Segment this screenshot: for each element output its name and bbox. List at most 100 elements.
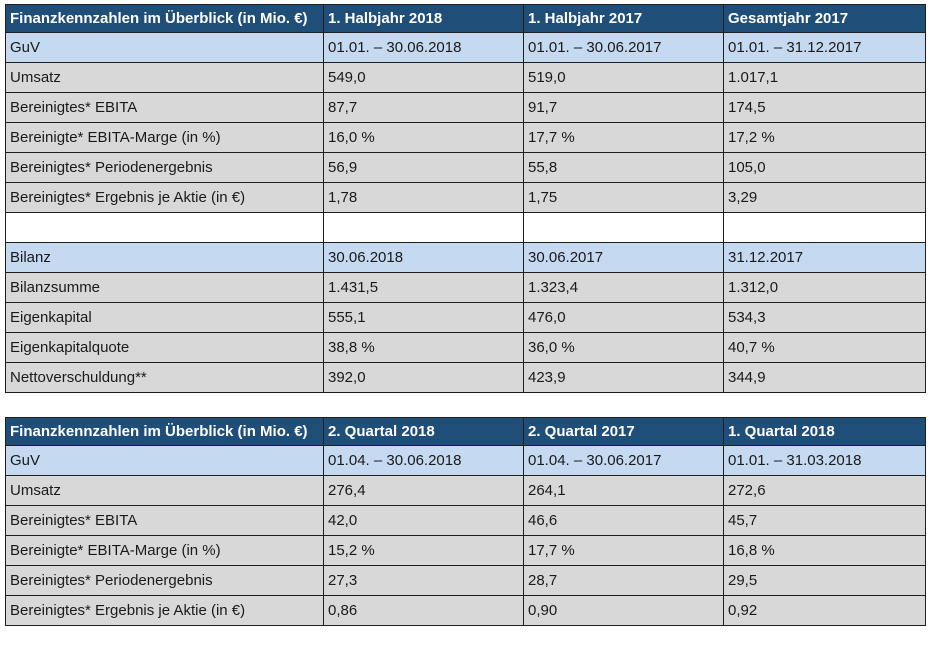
- value-cell: 1.431,5: [323, 272, 524, 303]
- header-cell: Gesamtjahr 2017: [723, 4, 926, 33]
- table-row: Bereinigte* EBITA-Marge (in %) 16,0 % 17…: [5, 122, 926, 153]
- header-cell: 2. Quartal 2018: [323, 417, 524, 446]
- value-cell: 45,7: [723, 505, 926, 536]
- value-cell: 87,7: [323, 92, 524, 123]
- value-cell: 476,0: [523, 302, 724, 333]
- row-label: Bereinigtes* Periodenergebnis: [5, 152, 324, 183]
- table-row: Bilanzsumme 1.431,5 1.323,4 1.312,0: [5, 272, 926, 303]
- header-cell: 1. Quartal 2018: [723, 417, 926, 446]
- value-cell: 56,9: [323, 152, 524, 183]
- value-cell: 38,8 %: [323, 332, 524, 363]
- table-header-row: Finanzkennzahlen im Überblick (in Mio. €…: [5, 4, 926, 33]
- value-cell: 0,92: [723, 595, 926, 626]
- table-row: Eigenkapitalquote 38,8 % 36,0 % 40,7 %: [5, 332, 926, 363]
- section-label: Bilanz: [5, 242, 324, 273]
- table-row: Bereinigtes* Ergebnis je Aktie (in €) 0,…: [5, 595, 926, 626]
- section-label: GuV: [5, 445, 324, 476]
- row-label: Bereinigtes* Ergebnis je Aktie (in €): [5, 595, 324, 626]
- empty-cell: [723, 212, 926, 243]
- value-cell: 17,7 %: [523, 535, 724, 566]
- table-header-row: Finanzkennzahlen im Überblick (in Mio. €…: [5, 417, 926, 446]
- header-cell: 1. Halbjahr 2017: [523, 4, 724, 33]
- value-cell: 174,5: [723, 92, 926, 123]
- value-cell: 1.312,0: [723, 272, 926, 303]
- date-cell: 30.06.2018: [323, 242, 524, 273]
- period-cell: 01.04. – 30.06.2018: [323, 445, 524, 476]
- value-cell: 15,2 %: [323, 535, 524, 566]
- empty-cell: [523, 212, 724, 243]
- value-cell: 344,9: [723, 362, 926, 393]
- row-label: Bereinigte* EBITA-Marge (in %): [5, 535, 324, 566]
- value-cell: 272,6: [723, 475, 926, 506]
- value-cell: 392,0: [323, 362, 524, 393]
- row-label: Eigenkapital: [5, 302, 324, 333]
- header-cell: Finanzkennzahlen im Überblick (in Mio. €…: [5, 4, 324, 33]
- value-cell: 276,4: [323, 475, 524, 506]
- date-cell: 31.12.2017: [723, 242, 926, 273]
- period-cell: 01.04. – 30.06.2017: [523, 445, 724, 476]
- spacer-row: [5, 212, 926, 243]
- value-cell: 17,7 %: [523, 122, 724, 153]
- row-label: Bereinigtes* EBITA: [5, 505, 324, 536]
- table-row: Bereinigtes* Periodenergebnis 56,9 55,8 …: [5, 152, 926, 183]
- row-label: Umsatz: [5, 62, 324, 93]
- header-cell: 2. Quartal 2017: [523, 417, 724, 446]
- section-row-bilanz: Bilanz 30.06.2018 30.06.2017 31.12.2017: [5, 242, 926, 273]
- section-label: GuV: [5, 32, 324, 63]
- row-label: Bereinigtes* EBITA: [5, 92, 324, 123]
- row-label: Bereinigtes* Periodenergebnis: [5, 565, 324, 596]
- value-cell: 105,0: [723, 152, 926, 183]
- header-cell: Finanzkennzahlen im Überblick (in Mio. €…: [5, 417, 324, 446]
- value-cell: 16,0 %: [323, 122, 524, 153]
- value-cell: 549,0: [323, 62, 524, 93]
- table-row: Bereinigtes* Ergebnis je Aktie (in €) 1,…: [5, 182, 926, 213]
- value-cell: 555,1: [323, 302, 524, 333]
- value-cell: 519,0: [523, 62, 724, 93]
- value-cell: 534,3: [723, 302, 926, 333]
- value-cell: 28,7: [523, 565, 724, 596]
- value-cell: 1.017,1: [723, 62, 926, 93]
- row-label: Umsatz: [5, 475, 324, 506]
- period-cell: 01.01. – 31.12.2017: [723, 32, 926, 63]
- table-row: Eigenkapital 555,1 476,0 534,3: [5, 302, 926, 333]
- period-cell: 01.01. – 31.03.2018: [723, 445, 926, 476]
- header-cell: 1. Halbjahr 2018: [323, 4, 524, 33]
- date-cell: 30.06.2017: [523, 242, 724, 273]
- financial-table-quarter: Finanzkennzahlen im Überblick (in Mio. €…: [5, 417, 926, 626]
- value-cell: 29,5: [723, 565, 926, 596]
- table-row: Bereinigtes* Periodenergebnis 27,3 28,7 …: [5, 565, 926, 596]
- row-label: Eigenkapitalquote: [5, 332, 324, 363]
- section-row-guv: GuV 01.04. – 30.06.2018 01.04. – 30.06.2…: [5, 445, 926, 476]
- section-row-guv: GuV 01.01. – 30.06.2018 01.01. – 30.06.2…: [5, 32, 926, 63]
- row-label: Bereinigtes* Ergebnis je Aktie (in €): [5, 182, 324, 213]
- value-cell: 16,8 %: [723, 535, 926, 566]
- value-cell: 27,3: [323, 565, 524, 596]
- value-cell: 264,1: [523, 475, 724, 506]
- value-cell: 55,8: [523, 152, 724, 183]
- empty-cell: [5, 212, 324, 243]
- value-cell: 0,90: [523, 595, 724, 626]
- period-cell: 01.01. – 30.06.2018: [323, 32, 524, 63]
- value-cell: 3,29: [723, 182, 926, 213]
- row-label: Bilanzsumme: [5, 272, 324, 303]
- table-row: Bereinigtes* EBITA 42,0 46,6 45,7: [5, 505, 926, 536]
- row-label: Bereinigte* EBITA-Marge (in %): [5, 122, 324, 153]
- value-cell: 0,86: [323, 595, 524, 626]
- financial-table-half-year: Finanzkennzahlen im Überblick (in Mio. €…: [5, 4, 926, 393]
- table-row: Umsatz 549,0 519,0 1.017,1: [5, 62, 926, 93]
- value-cell: 36,0 %: [523, 332, 724, 363]
- table-row: Nettoverschuldung** 392,0 423,9 344,9: [5, 362, 926, 393]
- value-cell: 1.323,4: [523, 272, 724, 303]
- value-cell: 42,0: [323, 505, 524, 536]
- value-cell: 1,78: [323, 182, 524, 213]
- value-cell: 40,7 %: [723, 332, 926, 363]
- value-cell: 46,6: [523, 505, 724, 536]
- value-cell: 423,9: [523, 362, 724, 393]
- empty-cell: [323, 212, 524, 243]
- value-cell: 17,2 %: [723, 122, 926, 153]
- period-cell: 01.01. – 30.06.2017: [523, 32, 724, 63]
- table-row: Umsatz 276,4 264,1 272,6: [5, 475, 926, 506]
- table-row: Bereinigtes* EBITA 87,7 91,7 174,5: [5, 92, 926, 123]
- table-row: Bereinigte* EBITA-Marge (in %) 15,2 % 17…: [5, 535, 926, 566]
- value-cell: 1,75: [523, 182, 724, 213]
